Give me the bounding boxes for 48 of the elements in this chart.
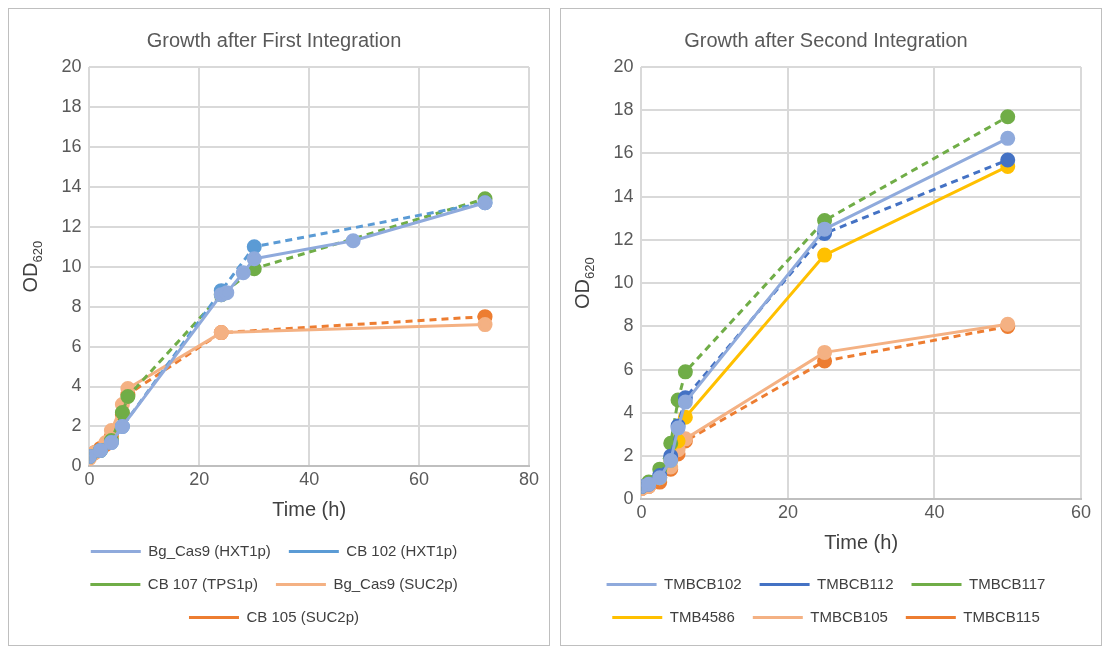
y-tick-label: 6 <box>71 335 82 356</box>
x-tick-label: 60 <box>409 469 430 490</box>
y-tick-label: 6 <box>623 358 634 379</box>
y-tick-label: 8 <box>623 315 634 336</box>
legend-label: Bg_Cas9 (HXT1p) <box>148 541 271 559</box>
legend-label: TMBCB105 <box>810 607 888 625</box>
legend-label: TMB4586 <box>669 607 735 625</box>
y-tick-label: 0 <box>623 488 634 509</box>
y-tick-label: 20 <box>61 55 82 76</box>
x-tick-label: 20 <box>189 469 210 490</box>
chart-title: Growth after First Integration <box>146 28 402 51</box>
x-tick-label: 20 <box>777 502 798 523</box>
y-tick-label: 14 <box>61 175 82 196</box>
chart-title: Growth after Second Integration <box>684 28 968 51</box>
y-tick-label: 16 <box>613 142 634 163</box>
y-tick-label: 2 <box>623 445 634 466</box>
legend-label: TMBCB115 <box>963 607 1040 625</box>
legend-label: CB 105 (SUC2p) <box>246 607 360 625</box>
x-axis-title: Time (h) <box>824 530 899 553</box>
y-tick-label: 14 <box>613 185 634 206</box>
y-tick-label: 10 <box>613 272 634 293</box>
y-tick-label: 4 <box>623 401 634 422</box>
y-tick-label: 16 <box>61 135 82 156</box>
y-tick-label: 18 <box>61 95 82 116</box>
legend-label: CB 107 (TPS1p) <box>147 574 258 592</box>
x-tick-label: 0 <box>636 502 647 523</box>
y-tick-label: 10 <box>61 255 82 276</box>
y-tick-label: 18 <box>613 99 634 120</box>
legend-label: TMBCB102 <box>664 574 742 592</box>
y-tick-label: 12 <box>613 228 634 249</box>
y-axis-title: OD620 <box>19 240 45 293</box>
y-tick-label: 0 <box>71 455 82 476</box>
legend-label: TMBCB117 <box>969 574 1046 592</box>
y-tick-label: 4 <box>71 375 82 396</box>
x-axis-title: Time (h) <box>272 497 347 520</box>
y-axis-title: OD620 <box>571 257 597 310</box>
legend-label: TMBCB112 <box>817 574 894 592</box>
x-tick-label: 80 <box>518 469 540 490</box>
legend-label: Bg_Cas9 (SUC2p) <box>333 574 458 592</box>
x-tick-label: 60 <box>1070 502 1092 523</box>
x-tick-label: 40 <box>924 502 945 523</box>
legend-label: CB 102 (HXT1p) <box>346 541 458 559</box>
x-tick-label: 0 <box>84 469 95 490</box>
y-tick-label: 20 <box>613 55 634 76</box>
x-tick-label: 40 <box>299 469 320 490</box>
y-tick-label: 8 <box>71 295 82 316</box>
y-tick-label: 2 <box>71 415 82 436</box>
y-tick-label: 12 <box>61 215 82 236</box>
